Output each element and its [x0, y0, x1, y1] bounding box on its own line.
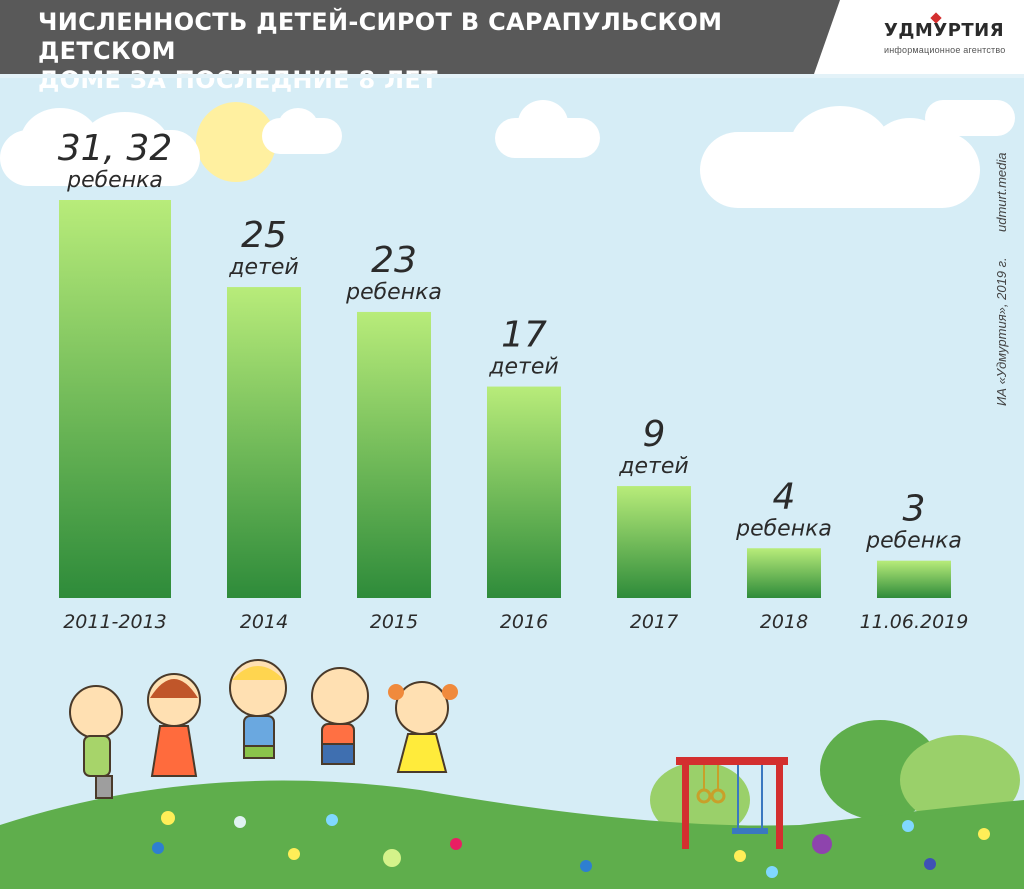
value-label: 9	[643, 414, 666, 455]
unit-label: детей	[618, 454, 688, 479]
bar-2014	[227, 287, 301, 598]
child-icon	[388, 681, 458, 773]
value-label: 17	[501, 315, 547, 356]
hill-icon	[0, 780, 1024, 889]
unit-label: ребенка	[66, 168, 163, 193]
value-label: 25	[241, 215, 287, 256]
category-label: 2017	[630, 611, 678, 633]
child-icon	[311, 667, 369, 765]
bar-2011-2013	[59, 200, 171, 598]
header-divider	[0, 74, 1024, 78]
flower-icon	[152, 811, 990, 878]
header-bar: ЧИСЛЕННОСТЬ ДЕТЕЙ-СИРОТ В САРАПУЛЬСКОМ Д…	[0, 0, 1024, 94]
category-label: 2015	[370, 611, 418, 633]
value-label: 23	[371, 240, 417, 281]
playground-scene	[0, 659, 1024, 889]
category-label: 2018	[760, 611, 808, 633]
category-label: 11.06.2019	[860, 611, 969, 633]
child-icon	[147, 673, 201, 777]
bar-chart: 31, 32ребенка2011-201325детей201423ребен…	[58, 128, 969, 633]
unit-label: ребенка	[345, 280, 442, 305]
bar-2015	[357, 311, 431, 598]
logo-subtitle: информационное агентство	[884, 45, 1006, 55]
category-label: 2016	[500, 611, 548, 633]
logo-name: УДМУРТИЯ	[884, 20, 1005, 41]
unit-label: ребенка	[865, 529, 962, 554]
category-label: 2011-2013	[63, 611, 167, 633]
bar-2018	[747, 548, 821, 598]
child-icon	[229, 659, 287, 759]
value-label: 4	[773, 476, 796, 517]
unit-label: детей	[488, 355, 558, 380]
value-label: 31, 32	[58, 128, 173, 169]
bar-11.06.2019	[877, 560, 951, 598]
value-label: 3	[903, 489, 926, 530]
unit-label: ребенка	[735, 516, 832, 541]
category-label: 2014	[240, 611, 288, 633]
page-title: ЧИСЛЕННОСТЬ ДЕТЕЙ-СИРОТ В САРАПУЛЬСКОМ Д…	[38, 8, 818, 95]
title-line-2: ДОМЕ ЗА ПОСЛЕДНИЕ 8 ЛЕТ	[38, 66, 438, 94]
logo: УДМУРТИЯ информационное агентство	[814, 0, 1024, 74]
unit-label: детей	[228, 255, 298, 280]
bar-2016	[487, 386, 561, 598]
title-line-1: ЧИСЛЕННОСТЬ ДЕТЕЙ-СИРОТ В САРАПУЛЬСКОМ Д…	[38, 8, 723, 65]
swing-icon	[676, 757, 788, 849]
child-icon	[69, 685, 123, 799]
bar-2017	[617, 486, 691, 598]
